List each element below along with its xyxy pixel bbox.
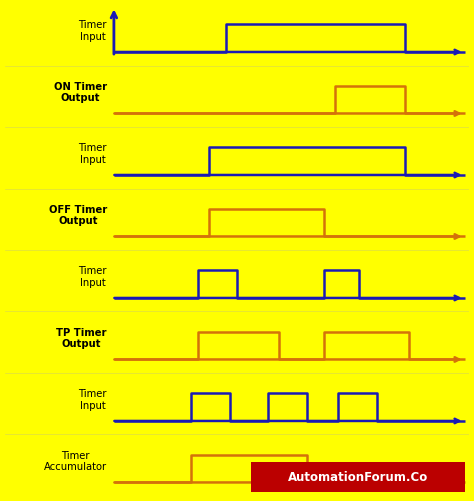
Text: Timer
Input: Timer Input bbox=[78, 266, 107, 287]
Text: TP Timer
Output: TP Timer Output bbox=[56, 327, 107, 348]
Text: ON Timer
Output: ON Timer Output bbox=[54, 81, 107, 103]
FancyBboxPatch shape bbox=[251, 461, 465, 492]
Text: AutomationForum.Co: AutomationForum.Co bbox=[288, 470, 428, 483]
Text: Timer
Accumulator: Timer Accumulator bbox=[44, 449, 107, 471]
Text: Timer
Input: Timer Input bbox=[78, 143, 107, 164]
Text: Timer
Input: Timer Input bbox=[78, 20, 107, 42]
Text: Timer
Input: Timer Input bbox=[78, 388, 107, 410]
Text: OFF Timer
Output: OFF Timer Output bbox=[49, 204, 107, 225]
